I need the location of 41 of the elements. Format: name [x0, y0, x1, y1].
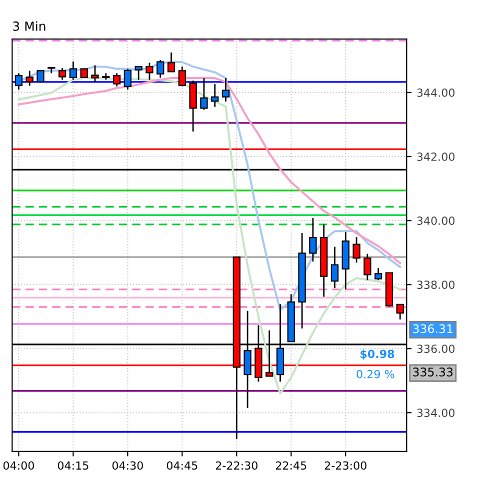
x-tick-label: 22:45	[276, 461, 306, 470]
y-tick-label: 338.00	[417, 280, 455, 289]
candlestick	[222, 77, 230, 102]
x-tick-label: 2-22:30	[216, 461, 258, 470]
text: 336.31	[413, 324, 452, 334]
y-tick-label: 336.00	[417, 344, 455, 354]
y-tick-label: 334.00	[417, 408, 455, 418]
x-tick-label: 04:30	[112, 461, 143, 470]
candlestick	[48, 66, 56, 74]
candlestick	[146, 62, 154, 80]
candlestick	[396, 304, 404, 320]
candlestick	[14, 72, 23, 90]
candlestick	[91, 64, 99, 83]
candlestick	[374, 267, 382, 281]
candlestick	[156, 59, 164, 78]
y-tick-label: 340.00	[417, 216, 455, 225]
x-tick-label: 04:15	[58, 461, 88, 470]
candlestick	[330, 246, 339, 289]
candlestick	[58, 67, 66, 80]
candlestick	[211, 83, 219, 108]
text: 335.33	[413, 368, 453, 376]
candlestick	[26, 70, 34, 86]
candlestick	[167, 52, 176, 72]
candlestick	[352, 236, 360, 264]
y-tick-label: 344.00	[417, 88, 455, 97]
candlestick	[124, 68, 132, 90]
candlestick	[200, 77, 208, 110]
x-tick-label: 2-23:00	[324, 461, 366, 470]
x-tick-label: 04:00	[3, 461, 34, 470]
candlestick	[112, 72, 121, 88]
candlestick	[69, 60, 78, 80]
annotation: 0.29 %	[356, 370, 394, 378]
candlestick	[134, 66, 142, 80]
candlestick	[364, 253, 372, 281]
y-tick-label: 342.00	[417, 152, 455, 161]
annotation: $0.98	[360, 350, 394, 360]
candlestick	[309, 217, 317, 262]
candlestick	[36, 69, 44, 84]
candlestick	[178, 66, 186, 88]
x-tick-label: 04:45	[166, 461, 198, 470]
chart-title: 3 Min	[13, 21, 46, 31]
